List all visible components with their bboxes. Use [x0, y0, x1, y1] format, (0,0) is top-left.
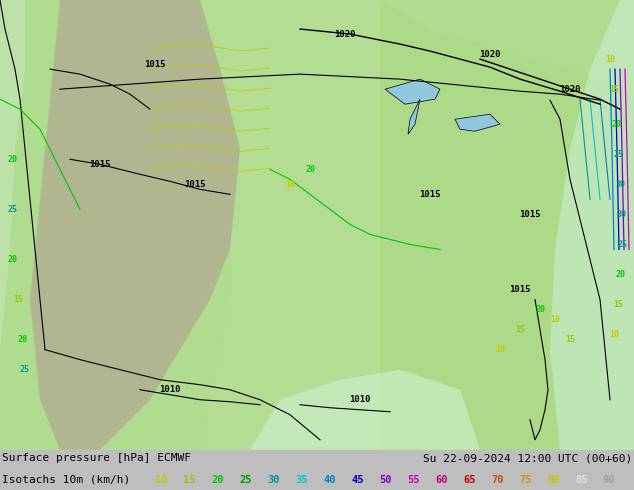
Text: 75: 75	[519, 475, 531, 485]
Text: 1020: 1020	[479, 49, 501, 59]
Text: Isotachs 10m (km/h): Isotachs 10m (km/h)	[2, 475, 130, 485]
Text: 1020: 1020	[334, 29, 356, 39]
Text: 25: 25	[617, 240, 627, 249]
Text: 15: 15	[13, 295, 23, 304]
Text: 1020: 1020	[559, 85, 581, 94]
Text: 10: 10	[285, 180, 295, 189]
Text: 10: 10	[495, 345, 505, 354]
Text: 10: 10	[550, 315, 560, 324]
Text: 35: 35	[295, 475, 307, 485]
Text: 55: 55	[407, 475, 420, 485]
Text: 80: 80	[547, 475, 559, 485]
Text: 30: 30	[267, 475, 280, 485]
Text: 1010: 1010	[349, 395, 371, 404]
Text: 25: 25	[614, 150, 624, 159]
Text: 10: 10	[605, 54, 615, 64]
Text: 1015: 1015	[145, 60, 165, 69]
Text: 25: 25	[239, 475, 252, 485]
Polygon shape	[380, 0, 634, 450]
Text: 20: 20	[17, 335, 27, 344]
Polygon shape	[0, 0, 25, 450]
Text: Su 22-09-2024 12:00 UTC (00+60): Su 22-09-2024 12:00 UTC (00+60)	[423, 453, 632, 463]
Text: 20: 20	[211, 475, 224, 485]
Text: 60: 60	[435, 475, 448, 485]
Polygon shape	[455, 114, 500, 131]
Text: 20: 20	[612, 120, 622, 129]
Text: 15: 15	[183, 475, 196, 485]
Polygon shape	[250, 369, 480, 450]
Text: 45: 45	[351, 475, 364, 485]
Text: 15: 15	[515, 325, 525, 334]
Text: 30: 30	[616, 180, 626, 189]
Polygon shape	[550, 0, 634, 450]
Text: 30: 30	[617, 210, 627, 219]
Text: 1015: 1015	[184, 180, 206, 189]
Text: 1015: 1015	[89, 160, 111, 169]
Polygon shape	[385, 79, 440, 104]
Text: 40: 40	[323, 475, 335, 485]
Text: 10: 10	[155, 475, 168, 485]
Text: 1015: 1015	[519, 210, 541, 219]
Text: 50: 50	[379, 475, 392, 485]
Text: 1010: 1010	[159, 385, 181, 394]
Text: 20: 20	[7, 255, 17, 264]
Text: 20: 20	[305, 165, 315, 174]
Text: 1015: 1015	[419, 190, 441, 199]
Text: 85: 85	[575, 475, 587, 485]
Polygon shape	[408, 99, 420, 134]
Text: 15: 15	[565, 335, 575, 344]
Text: 20: 20	[535, 305, 545, 314]
Text: 10: 10	[609, 330, 619, 339]
Text: 25: 25	[20, 365, 30, 374]
Text: 15: 15	[609, 85, 619, 94]
Text: 1015: 1015	[509, 285, 531, 294]
Text: 90: 90	[603, 475, 616, 485]
Text: 70: 70	[491, 475, 503, 485]
Text: 15: 15	[613, 300, 623, 309]
Text: 20: 20	[7, 155, 17, 164]
Text: 25: 25	[7, 205, 17, 214]
Text: 20: 20	[615, 270, 625, 279]
Text: Surface pressure [hPa] ECMWF: Surface pressure [hPa] ECMWF	[2, 453, 191, 463]
Polygon shape	[200, 0, 380, 450]
Polygon shape	[30, 0, 240, 450]
Text: 65: 65	[463, 475, 476, 485]
